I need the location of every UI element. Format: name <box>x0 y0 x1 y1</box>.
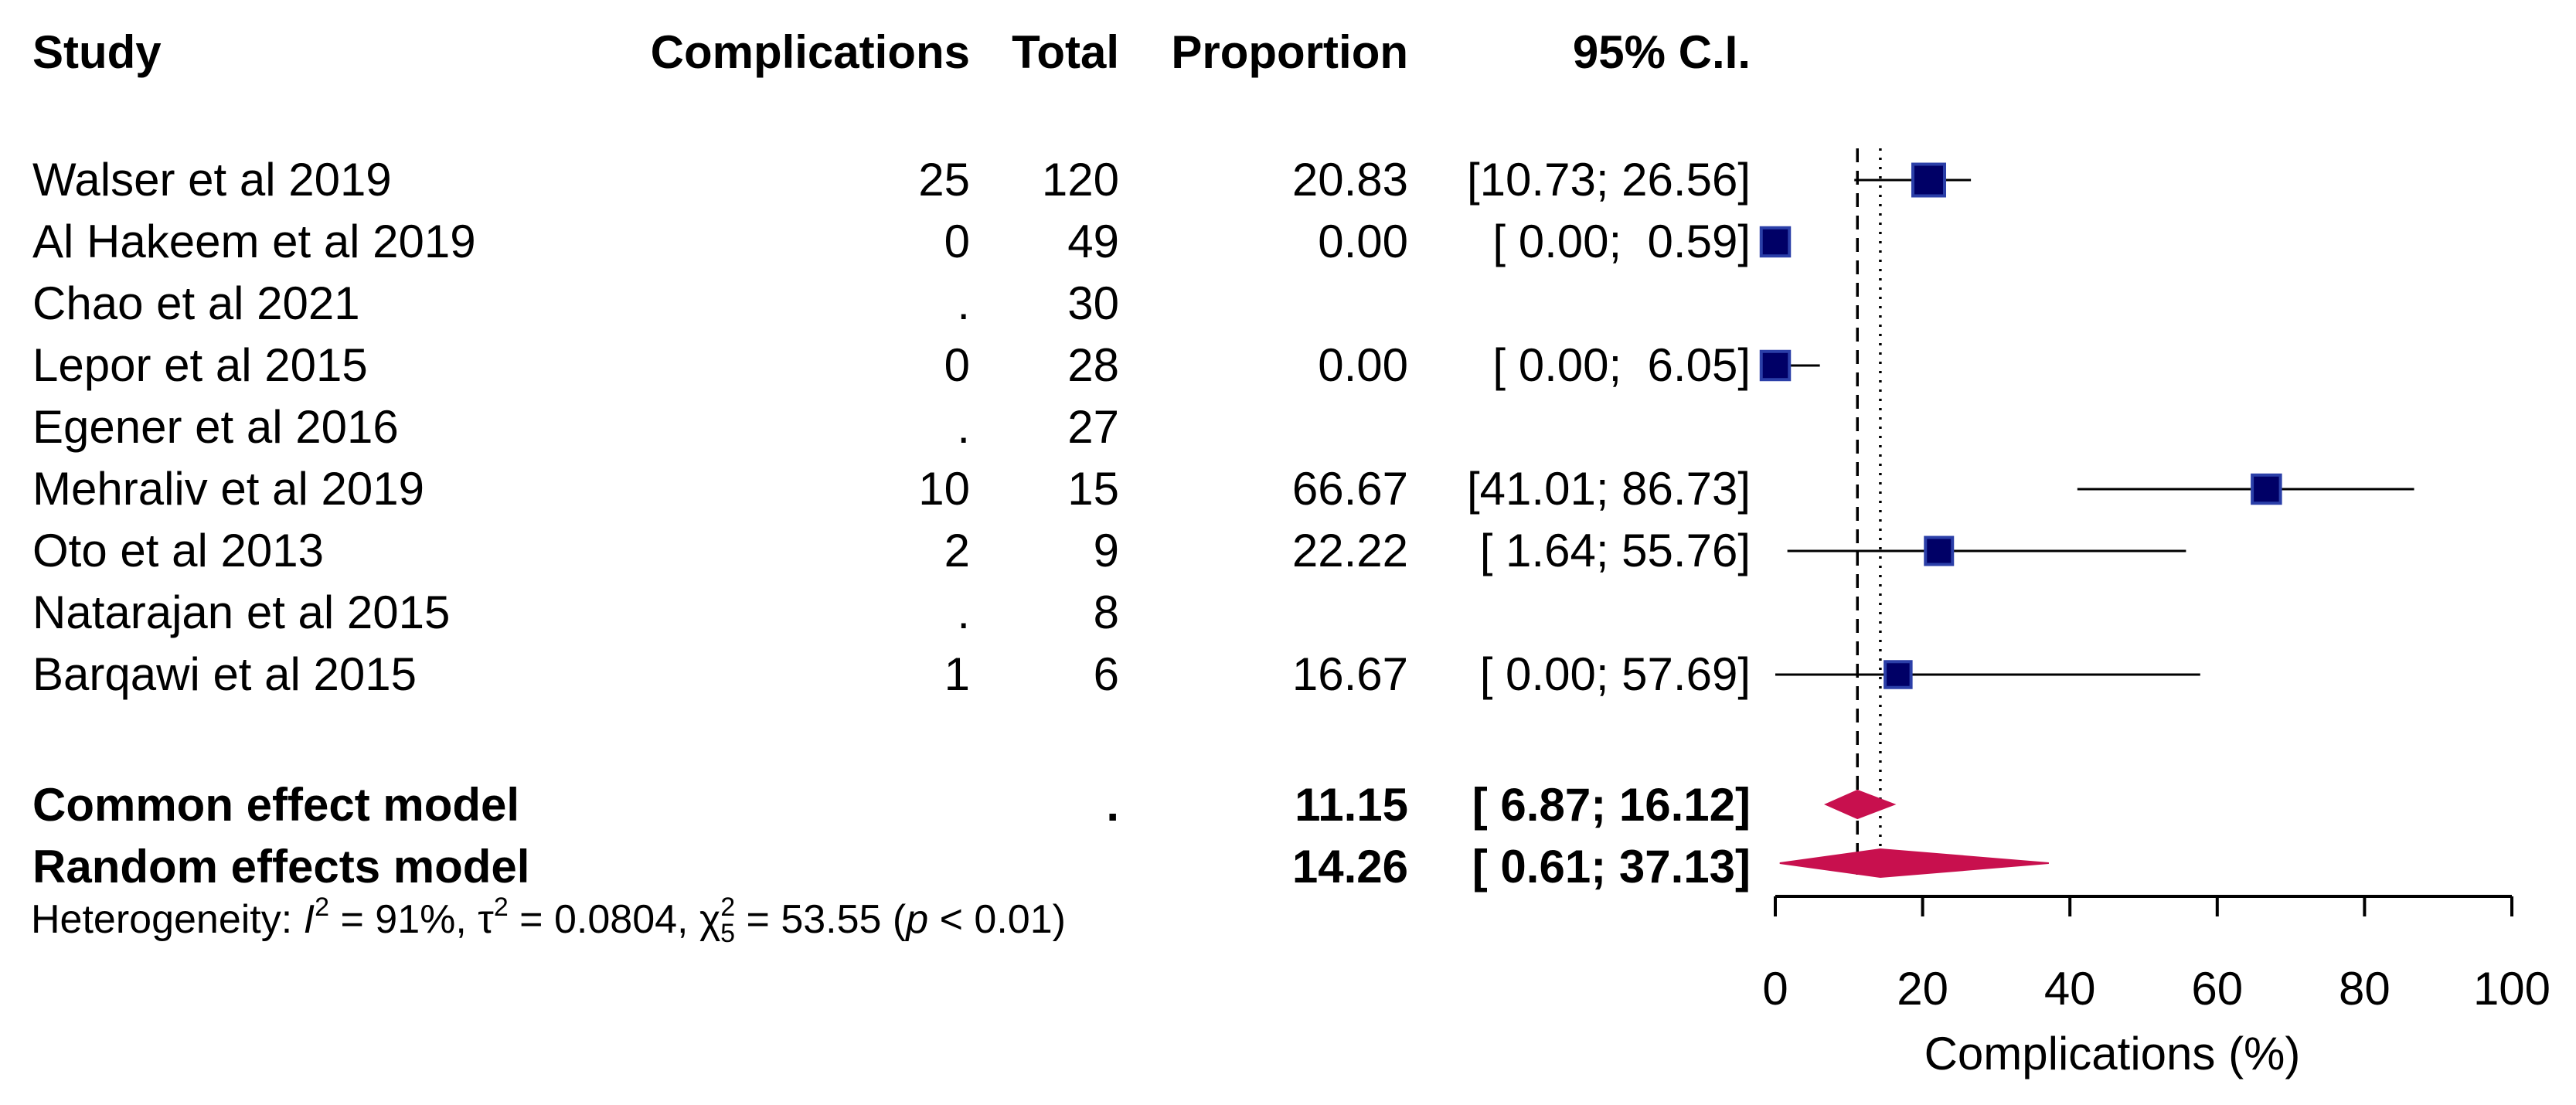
study-events: 2 <box>944 525 970 576</box>
study-ci: [10.73; 26.56] <box>1467 154 1751 206</box>
pooled-diamond <box>1779 848 2049 879</box>
study-proportion: 66.67 <box>1292 463 1408 515</box>
study-events: 1 <box>944 648 970 700</box>
study-total: 9 <box>1094 525 1119 576</box>
study-name: Mehraliv et al 2019 <box>32 463 424 515</box>
header-complications: Complications <box>651 26 970 78</box>
study-proportion: 20.83 <box>1292 154 1408 206</box>
het-prefix: Heterogeneity: <box>31 897 304 942</box>
het-p-symbol: p <box>906 897 929 942</box>
study-row: Natarajan et al 2015 . 8 <box>32 586 1119 638</box>
study-row: Mehraliv et al 2019 10 15 66.67 [41.01; … <box>32 463 1751 515</box>
plot-area: 0 20 40 60 80 100 <box>1759 148 2550 1015</box>
study-proportion: 0.00 <box>1318 339 1408 391</box>
study-row: Oto et al 2013 2 9 22.22 [ 1.64; 55.76] <box>32 525 1751 576</box>
study-total: 28 <box>1067 339 1119 391</box>
study-square-marker <box>1759 349 1792 382</box>
study-total: 30 <box>1067 277 1119 329</box>
x-axis-tick-label: 20 <box>1897 963 1948 1015</box>
het-i2-sup: 2 <box>315 892 330 922</box>
study-square-marker <box>1759 226 1792 258</box>
study-total: 49 <box>1067 216 1119 267</box>
x-axis-tick-label: 80 <box>2339 963 2391 1015</box>
study-events: . <box>957 586 970 638</box>
study-total: 6 <box>1094 648 1119 700</box>
pooled-ci: [ 0.61; 37.13] <box>1472 841 1751 892</box>
het-tau-value: = 0.0804, <box>508 897 699 942</box>
study-name: Oto et al 2013 <box>32 525 324 576</box>
study-ci: [ 1.64; 55.76] <box>1480 525 1751 576</box>
header-ci: 95% C.I. <box>1573 26 1751 78</box>
study-row: Barqawi et al 2015 1 6 16.67 [ 0.00; 57.… <box>32 648 1751 700</box>
het-chi-value: = 53.55 ( <box>735 897 907 942</box>
pooled-label: Common effect model <box>32 779 519 831</box>
study-square-marker <box>2251 473 2282 505</box>
header-total: Total <box>1012 26 1119 78</box>
x-axis-tick-label: 100 <box>2473 963 2550 1015</box>
pooled-ci: [ 6.87; 16.12] <box>1472 779 1751 831</box>
header-study: Study <box>32 26 162 78</box>
study-ci: [ 0.00; 57.69] <box>1480 648 1751 700</box>
study-name: Walser et al 2019 <box>32 154 392 206</box>
het-tau-sup: 2 <box>493 892 509 922</box>
study-row: Egener et al 2016 . 27 <box>32 401 1119 453</box>
study-square-marker <box>1924 536 1955 566</box>
pooled-row: Random effects model 14.26 [ 0.61; 37.13… <box>32 841 1751 892</box>
pooled-proportion: 14.26 <box>1292 841 1408 892</box>
het-i2-value: = 91%, <box>329 897 478 942</box>
study-row: Lepor et al 2015 0 28 0.00 [ 0.00; 6.05] <box>32 339 1751 391</box>
study-ci: [ 0.00; 0.59] <box>1492 216 1751 267</box>
study-events: 10 <box>918 463 970 515</box>
pooled-diamond <box>1823 789 1897 820</box>
pooled-row: Common effect model . 11.15 [ 6.87; 16.1… <box>32 779 1751 831</box>
x-axis-tick-label: 0 <box>1762 963 1788 1015</box>
study-events: 25 <box>918 154 970 206</box>
study-row: Chao et al 2021 . 30 <box>32 277 1119 329</box>
het-chi-symbol: χ <box>699 897 721 942</box>
study-name: Natarajan et al 2015 <box>32 586 450 638</box>
study-ci: [ 0.00; 6.05] <box>1492 339 1751 391</box>
het-p-value: < 0.01) <box>928 897 1066 942</box>
study-total: 15 <box>1067 463 1119 515</box>
study-total: 8 <box>1094 586 1119 638</box>
study-events: . <box>957 277 970 329</box>
heterogeneity-text: Heterogeneity: I2 = 91%, τ2 = 0.0804, χ2… <box>31 894 1066 947</box>
study-name: Barqawi et al 2015 <box>32 648 417 700</box>
header-proportion: Proportion <box>1171 26 1408 78</box>
study-rows: Walser et al 2019 25 120 20.83 [10.73; 2… <box>32 154 1751 700</box>
study-ci: [41.01; 86.73] <box>1467 463 1751 515</box>
x-axis-tick-label: 60 <box>2191 963 2243 1015</box>
study-row: Walser et al 2019 25 120 20.83 [10.73; 2… <box>32 154 1751 206</box>
x-axis-tick-label: 40 <box>2044 963 2096 1015</box>
pooled-label: Random effects model <box>32 841 529 892</box>
study-total: 120 <box>1042 154 1119 206</box>
study-row: Al Hakeem et al 2019 0 49 0.00 [ 0.00; 0… <box>32 216 1751 267</box>
study-events: 0 <box>944 339 970 391</box>
study-events: . <box>957 401 970 453</box>
study-name: Egener et al 2016 <box>32 401 399 453</box>
study-proportion: 0.00 <box>1318 216 1408 267</box>
study-total: 27 <box>1067 401 1119 453</box>
study-proportion: 16.67 <box>1292 648 1408 700</box>
study-name: Chao et al 2021 <box>32 277 360 329</box>
het-i2-symbol: I <box>303 897 315 942</box>
pooled-total: . <box>1106 779 1119 831</box>
het-chi-sup: 2 <box>720 892 736 922</box>
study-name: Al Hakeem et al 2019 <box>32 216 476 267</box>
study-square-marker <box>1911 162 1947 198</box>
x-axis-label: Complications (%) <box>1924 1028 2301 1080</box>
study-events: 0 <box>944 216 970 267</box>
het-chi-sub: 5 <box>720 919 736 948</box>
study-square-marker <box>1884 660 1913 689</box>
study-proportion: 22.22 <box>1292 525 1408 576</box>
het-tau-symbol: τ <box>478 897 494 942</box>
pooled-proportion: 11.15 <box>1295 779 1408 831</box>
study-name: Lepor et al 2015 <box>32 339 368 391</box>
